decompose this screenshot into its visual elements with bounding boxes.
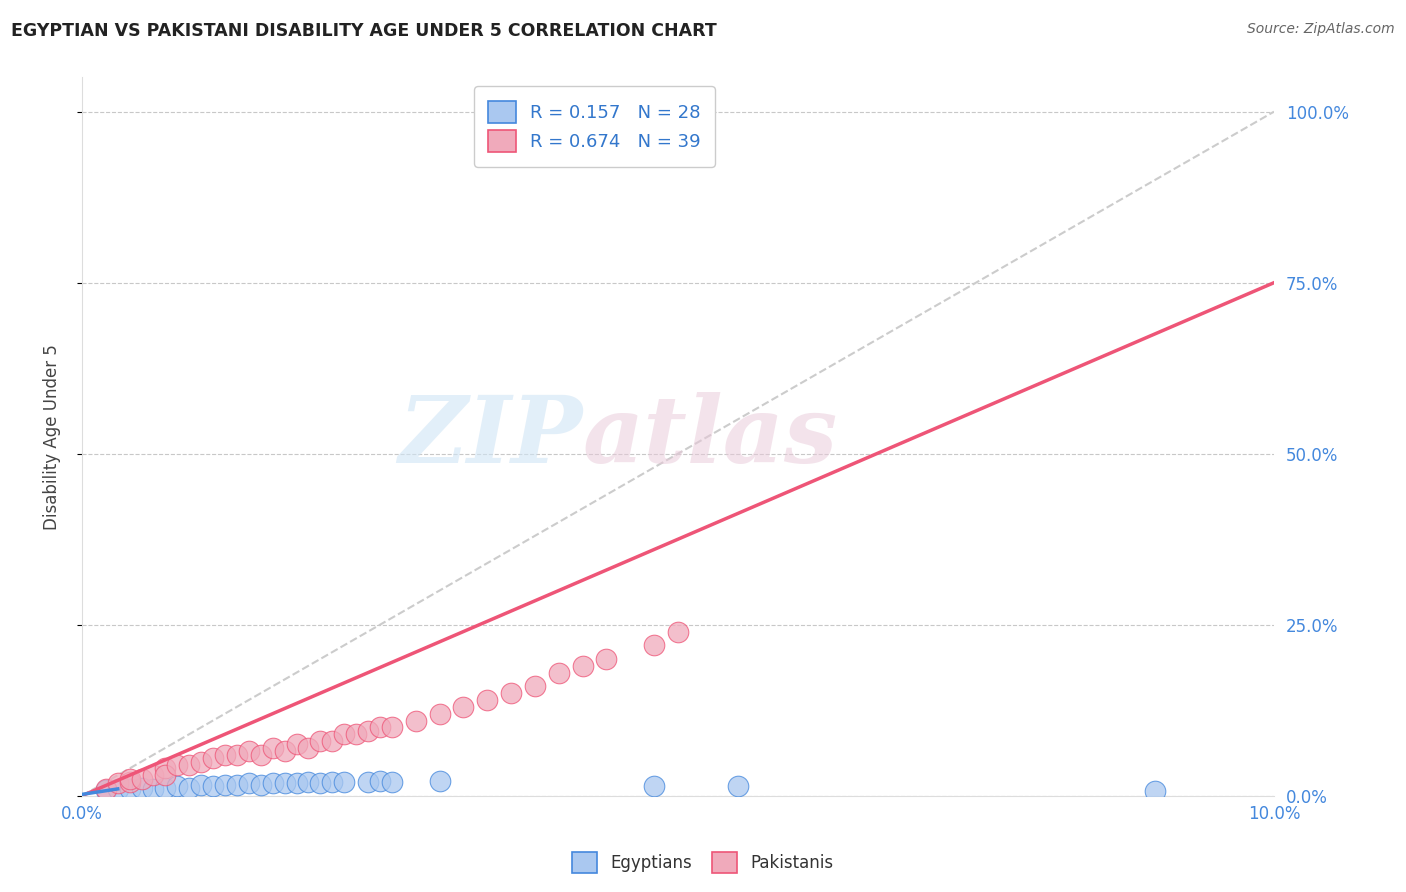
Point: [262, 776, 284, 790]
Point: [190, 778, 212, 792]
Point: [131, 772, 153, 786]
Point: [142, 781, 165, 796]
Point: [94, 783, 117, 797]
Point: [309, 734, 332, 748]
Point: [643, 638, 665, 652]
Point: [238, 744, 260, 758]
Point: [344, 727, 367, 741]
Legend: Egyptians, Pakistanis: Egyptians, Pakistanis: [565, 846, 841, 880]
Point: [226, 747, 249, 762]
Point: [429, 773, 451, 788]
Text: ZIP: ZIP: [398, 392, 582, 482]
Point: [381, 775, 404, 789]
Point: [190, 755, 212, 769]
Point: [477, 693, 499, 707]
Point: [179, 780, 201, 795]
Point: [107, 781, 129, 796]
Point: [501, 686, 523, 700]
Point: [727, 779, 749, 793]
Point: [381, 720, 404, 734]
Point: [309, 776, 332, 790]
Point: [118, 781, 141, 796]
Point: [595, 652, 617, 666]
Point: [166, 779, 188, 793]
Point: [297, 740, 319, 755]
Legend: R = 0.157   N = 28, R = 0.674   N = 39: R = 0.157 N = 28, R = 0.674 N = 39: [474, 87, 716, 167]
Point: [453, 699, 475, 714]
Text: atlas: atlas: [582, 392, 838, 482]
Point: [273, 744, 295, 758]
Point: [202, 751, 225, 765]
Point: [273, 776, 295, 790]
Point: [547, 665, 569, 680]
Point: [249, 747, 271, 762]
Point: [249, 778, 271, 792]
Point: [368, 773, 391, 788]
Point: [202, 779, 225, 793]
Point: [429, 706, 451, 721]
Point: [155, 768, 177, 782]
Point: [214, 747, 236, 762]
Point: [643, 779, 665, 793]
Point: [488, 104, 510, 119]
Y-axis label: Disability Age Under 5: Disability Age Under 5: [44, 343, 60, 530]
Point: [321, 734, 343, 748]
Point: [321, 775, 343, 789]
Point: [666, 624, 689, 639]
Point: [571, 658, 593, 673]
Point: [297, 775, 319, 789]
Point: [155, 761, 177, 775]
Point: [333, 775, 356, 789]
Point: [118, 775, 141, 789]
Point: [131, 780, 153, 795]
Point: [179, 758, 201, 772]
Point: [155, 780, 177, 795]
Point: [166, 758, 188, 772]
Point: [357, 775, 380, 789]
Point: [285, 776, 308, 790]
Point: [214, 778, 236, 792]
Point: [368, 720, 391, 734]
Point: [357, 723, 380, 738]
Point: [94, 781, 117, 796]
Point: [1143, 784, 1166, 798]
Point: [285, 738, 308, 752]
Point: [142, 768, 165, 782]
Point: [262, 740, 284, 755]
Point: [333, 727, 356, 741]
Point: [226, 778, 249, 792]
Text: Source: ZipAtlas.com: Source: ZipAtlas.com: [1247, 22, 1395, 37]
Text: EGYPTIAN VS PAKISTANI DISABILITY AGE UNDER 5 CORRELATION CHART: EGYPTIAN VS PAKISTANI DISABILITY AGE UND…: [11, 22, 717, 40]
Point: [405, 714, 427, 728]
Point: [107, 776, 129, 790]
Point: [523, 679, 546, 693]
Point: [238, 776, 260, 790]
Point: [118, 772, 141, 786]
